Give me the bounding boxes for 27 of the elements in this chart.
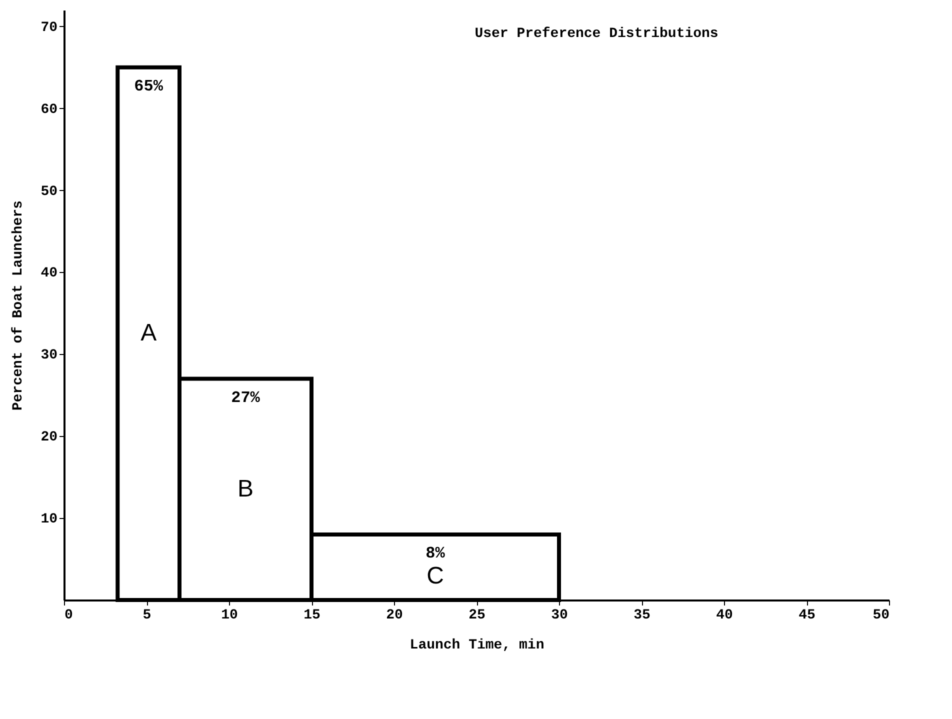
annotation: C	[426, 562, 444, 590]
x-tick-label: 50	[872, 608, 890, 624]
data-label: 27%	[231, 388, 260, 407]
y-tick-label: 50	[40, 184, 58, 200]
y-tick-label: 20	[40, 430, 58, 446]
data-label: 65%	[134, 77, 164, 96]
data-label: 8%	[426, 544, 446, 562]
y-tick-label: 30	[40, 348, 58, 364]
text: User Preference Distributions	[474, 26, 718, 42]
x-tick-label: 0	[64, 608, 73, 624]
y-tick-label: 40	[40, 266, 58, 282]
y-tick-label: 60	[40, 102, 58, 118]
x-tick-label: 40	[716, 608, 733, 624]
x-tick-label: 10	[221, 608, 238, 624]
x-tick-label: 20	[386, 608, 403, 624]
x-tick-label: 30	[551, 608, 568, 624]
x-tick-label: 15	[304, 608, 320, 624]
annotation: A	[140, 320, 157, 347]
y-axis-title: Percent of Boat Launchers	[10, 200, 27, 411]
x-tick-label: 25	[468, 608, 486, 624]
x-tick-label: 45	[798, 608, 816, 624]
annotation: B	[237, 475, 254, 502]
x-tick-label: 5	[142, 608, 152, 624]
y-tick-label: 10	[40, 512, 58, 528]
x-axis-title: Launch Time, min	[410, 638, 544, 654]
x-tick-label: 35	[634, 608, 650, 624]
y-tick-label: 70	[40, 20, 58, 36]
